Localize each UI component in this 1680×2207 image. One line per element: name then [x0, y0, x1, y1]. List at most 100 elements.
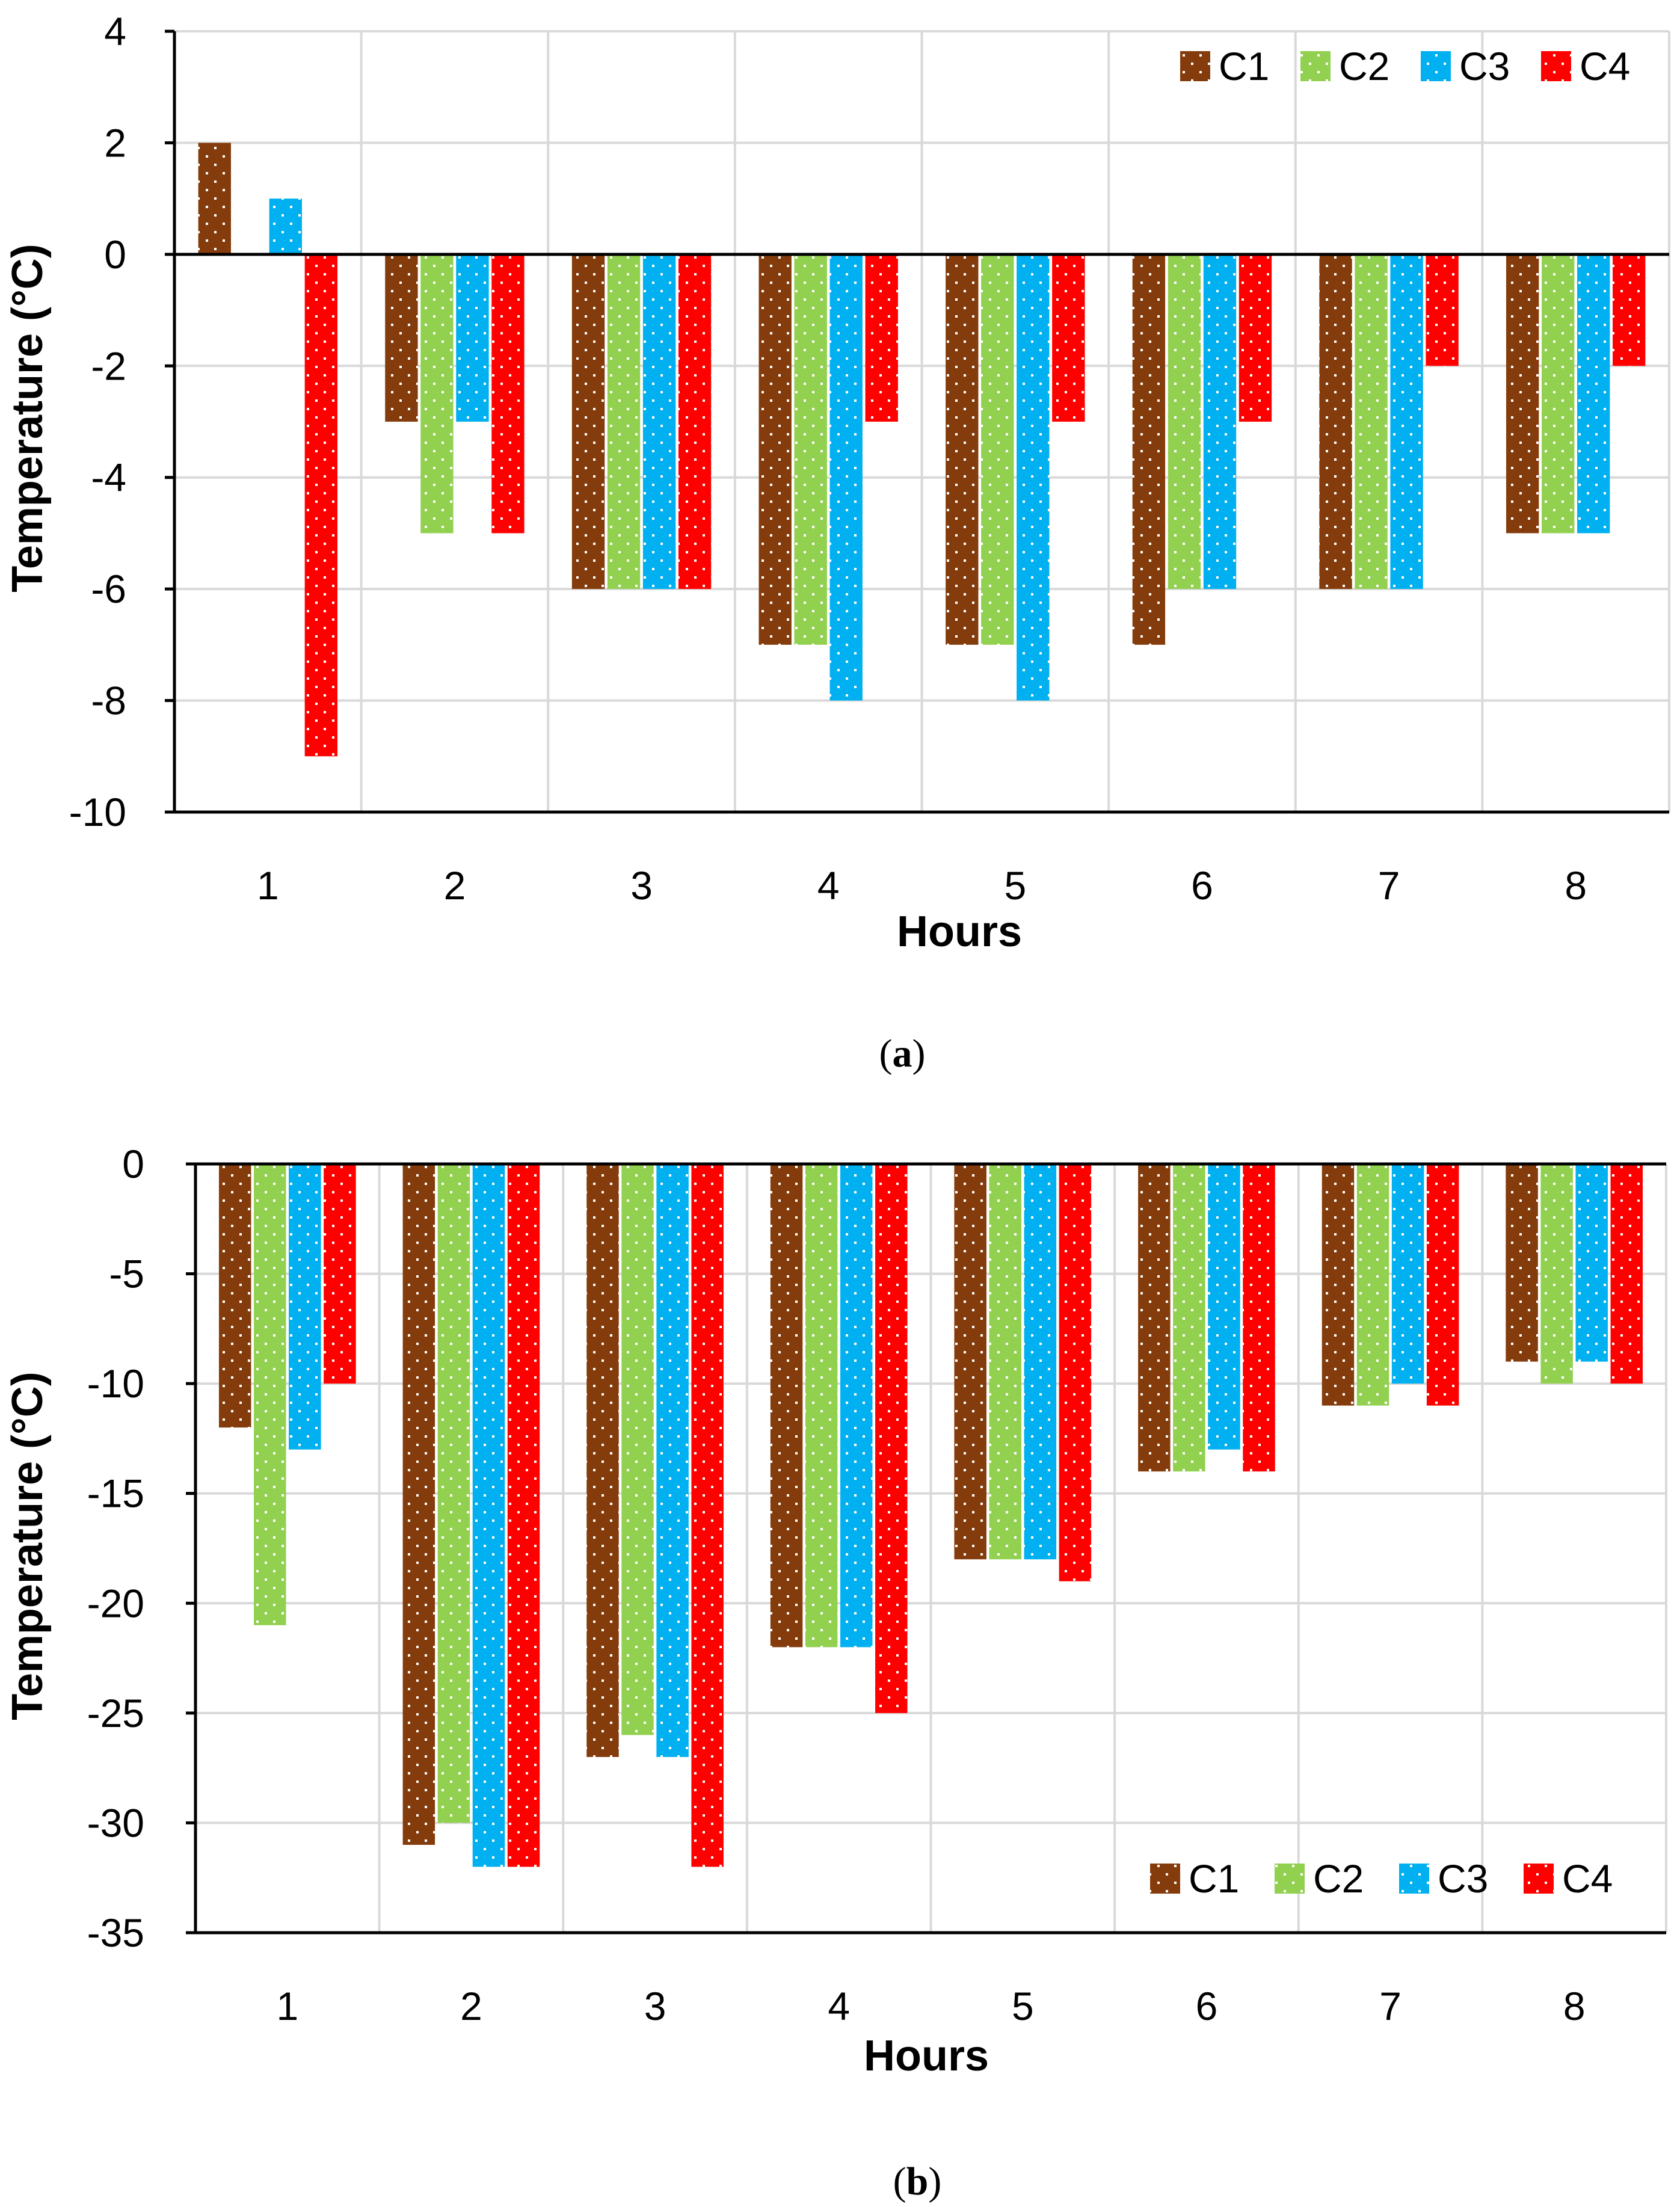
bar-C3-hour-6 [1203, 254, 1237, 589]
bar-C4-hour-3 [691, 1164, 724, 1867]
y-tick-label: -10 [87, 1361, 144, 1406]
x-tick-labels-a: 1 2 3 4 5 6 7 8 [257, 863, 1587, 908]
legend-swatch-C4 [1541, 51, 1571, 81]
y-tick-label: 0 [104, 232, 126, 277]
x-tick-label: 5 [1012, 1984, 1034, 2028]
caption-b: (b) [893, 2159, 942, 2203]
y-tick-label: 4 [104, 9, 126, 54]
bar-C3-hour-7 [1390, 254, 1423, 589]
bar-C4-hour-7 [1426, 254, 1459, 366]
axes-a [165, 29, 1669, 814]
bar-C3-hour-8 [1577, 254, 1610, 534]
legend-swatch-C3 [1399, 1864, 1429, 1894]
x-tick-label: 6 [1191, 863, 1213, 908]
legend-label-C2: C2 [1339, 44, 1389, 88]
y-tick-label: -30 [87, 1800, 144, 1845]
bar-C2-hour-1 [254, 1164, 286, 1625]
bar-C1-hour-4 [770, 1164, 803, 1648]
legend-swatch-C1 [1180, 51, 1210, 81]
x-tick-label: 5 [1004, 863, 1026, 908]
y-axis-title-b: Temperature (°C) [4, 1371, 52, 1720]
bar-C2-hour-5 [989, 1164, 1022, 1560]
bar-C3-hour-3 [642, 254, 676, 589]
bar-C3-hour-2 [472, 1164, 505, 1867]
y-tick-label: -5 [109, 1252, 144, 1296]
legend-label-C2: C2 [1313, 1856, 1364, 1901]
bars-b [218, 1164, 1643, 1867]
bar-C4-hour-4 [865, 254, 898, 422]
bar-C1-hour-3 [571, 254, 605, 589]
y-tick-label: -20 [87, 1581, 144, 1625]
bar-C3-hour-7 [1391, 1164, 1424, 1384]
bar-C1-hour-5 [954, 1164, 986, 1560]
bar-C1-hour-1 [218, 1164, 251, 1428]
bar-C1-hour-2 [402, 1164, 435, 1845]
y-tick-label: 2 [104, 120, 126, 165]
bar-C1-hour-1 [198, 143, 231, 254]
y-tick-label: -4 [91, 455, 126, 500]
legend-label-C4: C4 [1562, 1856, 1613, 1901]
bar-C3-hour-1 [269, 199, 303, 254]
bar-C2-hour-4 [805, 1164, 838, 1648]
bar-C3-hour-6 [1208, 1164, 1240, 1450]
bar-C1-hour-8 [1506, 1164, 1538, 1362]
bar-C2-hour-8 [1541, 254, 1575, 534]
x-tick-label: 8 [1565, 863, 1587, 908]
x-tick-label: 2 [460, 1984, 482, 2028]
y-tick-label: -6 [91, 567, 126, 611]
bar-C1-hour-2 [385, 254, 418, 422]
bar-C3-hour-2 [456, 254, 489, 422]
bar-C3-hour-4 [840, 1164, 873, 1648]
x-tick-labels-b: 1 2 3 4 5 6 7 8 [276, 1984, 1585, 2028]
bar-C2-hour-2 [437, 1164, 470, 1823]
gridlines-a [174, 30, 1670, 812]
bar-C3-hour-1 [289, 1164, 321, 1450]
y-tick-label: -25 [87, 1691, 144, 1735]
bar-C2-hour-6 [1173, 1164, 1205, 1472]
x-tick-label: 7 [1379, 1984, 1402, 2028]
bar-C4-hour-5 [1052, 254, 1085, 422]
legend-swatch-C2 [1275, 1864, 1305, 1894]
y-tick-labels-b: 0 -5 -10 -15 -20 -25 -30 -35 [87, 1142, 144, 1955]
bar-C4-hour-2 [491, 254, 525, 534]
bar-C3-hour-8 [1575, 1164, 1608, 1362]
legend-label-C1: C1 [1219, 44, 1269, 88]
y-tick-label: -8 [91, 679, 126, 723]
bar-C1-hour-5 [946, 254, 979, 645]
bars-a [198, 143, 1646, 757]
legend-swatch-C1 [1150, 1864, 1180, 1894]
caption-a: (a) [879, 1032, 926, 1076]
bar-C1-hour-7 [1319, 254, 1352, 589]
x-tick-label: 3 [644, 1984, 666, 2028]
bar-C2-hour-7 [1356, 1164, 1389, 1406]
bar-C4-hour-4 [875, 1164, 908, 1713]
y-tick-labels-a: 4 2 0 -2 -4 -6 -8 -10 [69, 9, 126, 834]
x-tick-label: 4 [828, 1984, 850, 2028]
bar-C4-hour-8 [1613, 254, 1646, 366]
bar-C1-hour-6 [1132, 254, 1166, 645]
legend-swatch-C2 [1300, 51, 1331, 81]
bar-C4-hour-1 [304, 254, 338, 757]
x-tick-label: 4 [817, 863, 840, 908]
bar-C1-hour-6 [1138, 1164, 1171, 1472]
bar-C4-hour-5 [1059, 1164, 1092, 1581]
bar-C2-hour-5 [981, 254, 1014, 645]
legend-a: C1 C2 C3 C4 [1180, 44, 1630, 88]
bar-C4-hour-7 [1426, 1164, 1459, 1406]
legend-label-C4: C4 [1580, 44, 1630, 88]
bar-C2-hour-2 [420, 254, 454, 534]
bar-C4-hour-6 [1243, 1164, 1275, 1472]
y-axis-title-a: Temperature (°C) [4, 244, 52, 593]
bar-C2-hour-4 [794, 254, 827, 645]
bar-C1-hour-3 [586, 1164, 619, 1757]
x-tick-label: 7 [1378, 863, 1400, 908]
bar-C3-hour-4 [829, 254, 863, 701]
bar-C3-hour-5 [1024, 1164, 1057, 1560]
bar-C3-hour-5 [1017, 254, 1050, 701]
x-axis-title-b: Hours [864, 2032, 989, 2080]
y-tick-label: 0 [122, 1142, 144, 1186]
bar-C2-hour-7 [1355, 254, 1388, 589]
bar-C4-hour-3 [678, 254, 712, 589]
